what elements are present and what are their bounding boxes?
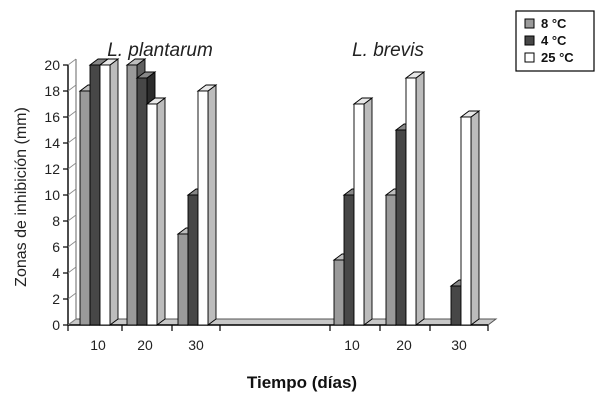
x-tick-label: 20	[396, 337, 412, 353]
y-tick-depth	[67, 240, 77, 248]
y-tick-depth	[67, 136, 77, 144]
y-axis-label: Zonas de inhibición (mm)	[13, 107, 30, 287]
legend-entry: 25 °C	[524, 50, 574, 65]
bar-front-face	[146, 103, 158, 326]
y-tick-label: 10	[44, 187, 60, 203]
y-tick-depth	[67, 188, 77, 196]
bar-0-30-25c	[196, 84, 218, 326]
bar-side-face	[415, 71, 425, 326]
legend: 8 °C 4 °C 25 °C	[515, 10, 595, 72]
bar-front-face	[197, 90, 209, 326]
y-tick-depth	[67, 318, 77, 326]
y-tick-depth	[67, 58, 77, 66]
legend-entry: 4 °C	[524, 33, 567, 48]
bar-side-face	[470, 110, 480, 326]
bar-side-face	[207, 84, 217, 326]
y-tick-depth	[67, 84, 77, 92]
bar-front-face	[136, 77, 148, 326]
x-tick-label: 10	[344, 337, 360, 353]
bar-front-face	[395, 129, 407, 326]
bar-front-face	[79, 90, 91, 326]
legend-swatch-8c	[524, 18, 535, 29]
x-tick-label: 30	[188, 337, 204, 353]
bar-0-10-25c	[98, 58, 120, 326]
bar-front-face	[177, 233, 189, 326]
y-tick-label: 8	[52, 213, 60, 229]
x-axis-label: Tiempo (días)	[247, 373, 357, 392]
bar-front-face	[353, 103, 365, 326]
bar-0-20-25c	[145, 97, 167, 326]
y-tick-depth	[67, 292, 77, 300]
y-tick-label: 12	[44, 161, 60, 177]
bar-front-face	[343, 194, 355, 326]
x-tick-label: 20	[137, 337, 153, 353]
y-tick-label: 14	[44, 135, 60, 151]
bar-front-face	[99, 64, 111, 326]
bar-side-face	[156, 97, 166, 326]
bar-side-face	[109, 58, 119, 326]
y-tick-label: 16	[44, 109, 60, 125]
y-tick-depth	[67, 266, 77, 274]
y-tick-depth	[67, 110, 77, 118]
chart-axes	[63, 58, 489, 331]
bar-1-10-25c	[352, 97, 374, 326]
y-tick-label: 6	[52, 239, 60, 255]
chart-bars	[78, 58, 481, 326]
y-tick-label: 0	[52, 317, 60, 333]
bar-front-face	[89, 64, 101, 326]
bar-side-face	[363, 97, 373, 326]
bar-1-20-25c	[404, 71, 426, 326]
legend-label-25c: 25 °C	[541, 50, 574, 65]
group-title-0: L. plantarum	[107, 40, 213, 61]
bar-front-face	[333, 259, 345, 326]
y-tick-label: 20	[44, 57, 60, 73]
y-tick-depth	[67, 162, 77, 170]
y-tick-label: 2	[52, 291, 60, 307]
bar-front-face	[126, 64, 138, 326]
y-tick-depth	[67, 214, 77, 222]
y-tick-label: 18	[44, 83, 60, 99]
bar-front-face	[450, 285, 462, 326]
bar-front-face	[385, 194, 397, 326]
bar-front-face	[405, 77, 417, 326]
legend-swatch-4c	[524, 35, 535, 46]
legend-swatch-25c	[524, 52, 535, 63]
bar-1-30-25c	[459, 110, 481, 326]
bar-front-face	[460, 116, 472, 326]
group-title-1: L. brevis	[352, 40, 424, 61]
legend-label-8c: 8 °C	[541, 16, 567, 31]
x-tick-label: 10	[90, 337, 106, 353]
legend-entry: 8 °C	[524, 16, 567, 31]
y-tick-label: 4	[52, 265, 60, 281]
x-tick-label: 30	[451, 337, 467, 353]
legend-label-4c: 4 °C	[541, 33, 567, 48]
bar-front-face	[187, 194, 199, 326]
chart-labels: 0 2 4 6 8 10 12 14 16 18 20 10 20 30 10 20 30	[44, 57, 467, 353]
